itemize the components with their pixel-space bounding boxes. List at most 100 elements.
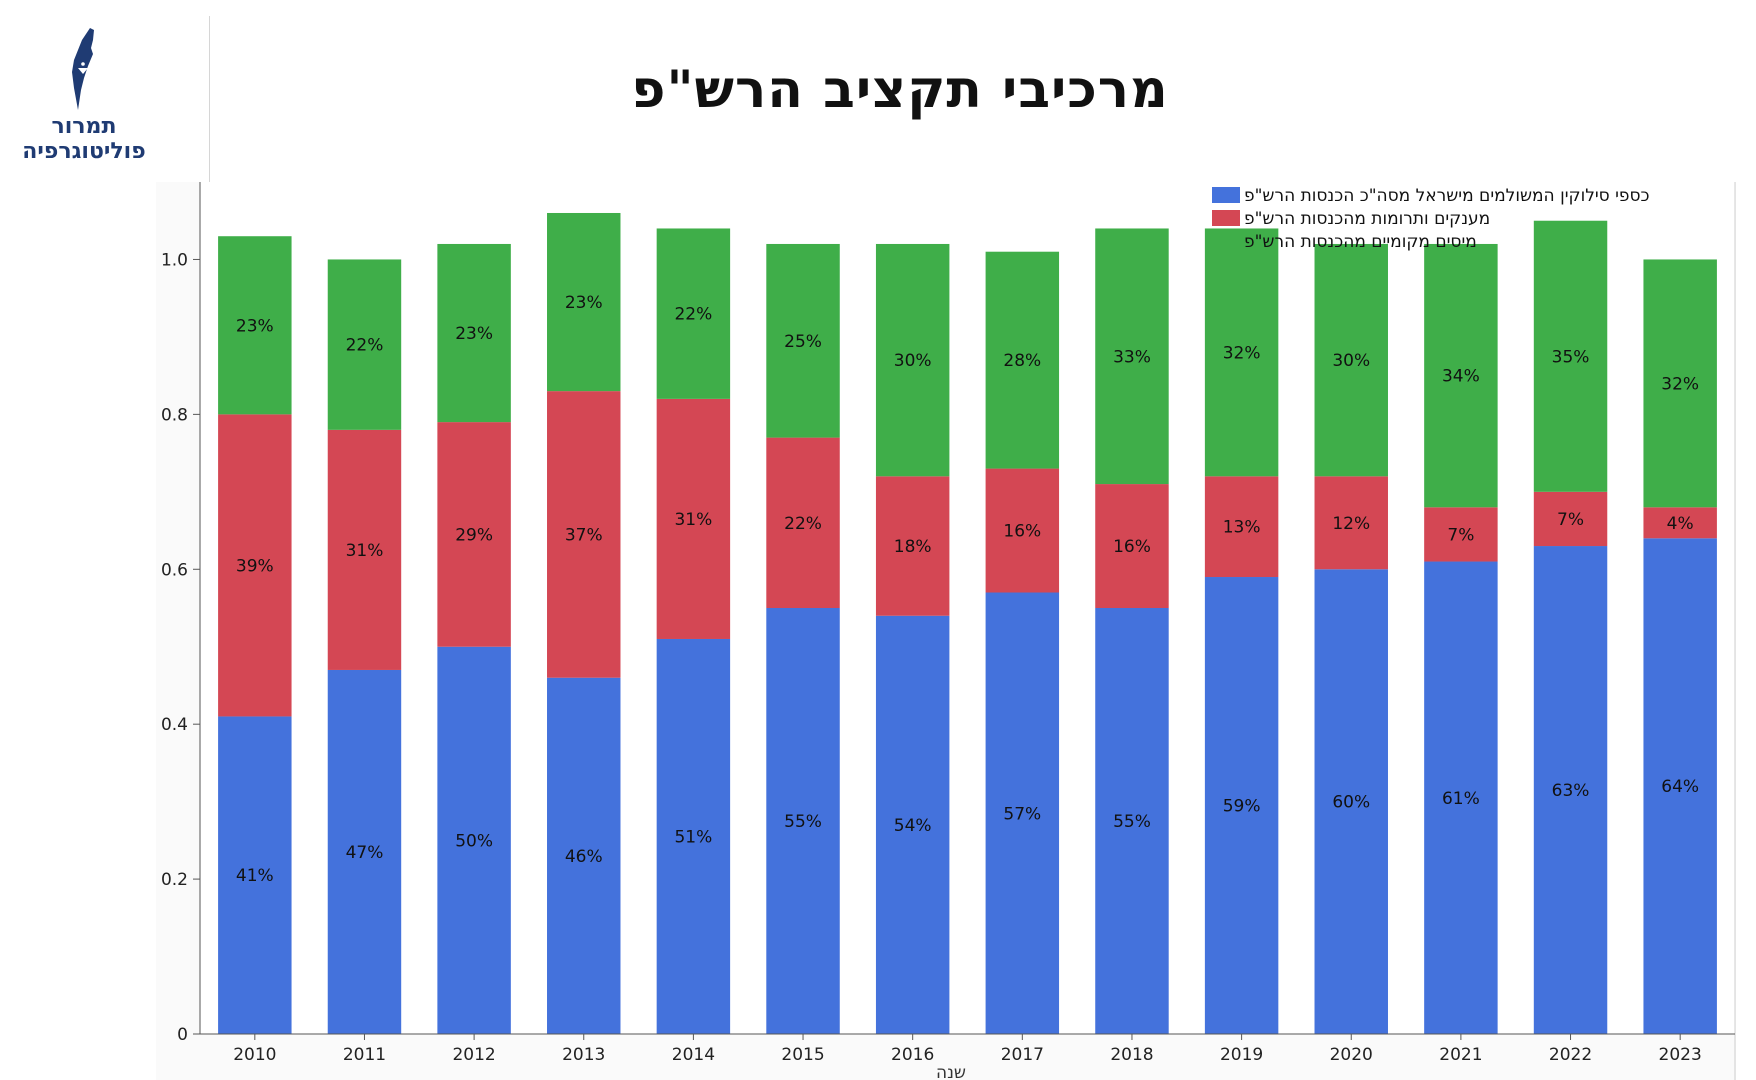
logo-line-2: פוליטוגרפיה	[22, 139, 146, 164]
y-tick-label: 0.8	[161, 405, 188, 425]
bar-segment	[1204, 476, 1279, 578]
data-label: 37%	[565, 525, 603, 545]
israel-map-icon	[72, 28, 94, 110]
data-label: 23%	[236, 316, 274, 336]
bar-segment	[985, 592, 1060, 1034]
bar-segment	[218, 414, 292, 717]
legend-swatch	[1212, 187, 1240, 203]
data-label: 63%	[1552, 781, 1590, 801]
data-label: 59%	[1223, 797, 1261, 817]
bar-segment	[1095, 484, 1169, 608]
data-label: 32%	[1223, 343, 1261, 363]
legend: כספי סילוקין המשולמים מישראל מסה"כ הכנסו…	[1212, 186, 1650, 252]
bar-segment	[1204, 228, 1279, 477]
data-label: 35%	[1552, 347, 1590, 367]
data-label: 22%	[346, 336, 384, 356]
bar-segment	[1314, 476, 1388, 570]
data-label: 50%	[455, 831, 493, 851]
data-label: 12%	[1332, 514, 1370, 534]
y-tick-label: 0	[177, 1025, 188, 1045]
y-tick-label: 0.2	[161, 870, 188, 890]
bar-segment	[218, 236, 292, 415]
legend-label: מענקים ותרומות מהכנסות הרש"פ	[1244, 209, 1490, 229]
y-tick-label: 1.0	[161, 250, 188, 270]
bar-segment	[1533, 546, 1608, 1034]
data-label: 60%	[1332, 793, 1370, 813]
x-tick-label: 2023	[1659, 1045, 1702, 1065]
chart-title: מרכיבי תקציב הרש"פ	[631, 60, 1169, 120]
x-tick-label: 2022	[1549, 1045, 1592, 1065]
plot-area	[200, 182, 1735, 1034]
header-divider	[209, 16, 210, 182]
x-tick-label: 2011	[343, 1045, 386, 1065]
data-label: 57%	[1003, 804, 1041, 824]
data-label: 64%	[1661, 777, 1699, 797]
bar-segment	[1533, 220, 1608, 492]
bar-segment	[766, 608, 840, 1034]
bar-segment	[656, 638, 731, 1034]
bar-segment	[1424, 507, 1498, 562]
data-label: 30%	[1332, 351, 1370, 371]
data-label: 46%	[565, 847, 603, 867]
data-label: 18%	[894, 537, 932, 557]
y-tick-label: 0.4	[161, 715, 188, 735]
bar-segment	[766, 437, 840, 608]
legend-label: מיסים מקומיים מהכנסות הרש"פ	[1244, 232, 1477, 252]
segment-labels-layer: 41% 39% 23% 47% 31% 22% 50% 29% 23% 46% 37% 23% 51% 3…	[236, 293, 1699, 886]
data-label: 23%	[565, 293, 603, 313]
x-tick-label: 2015	[781, 1045, 824, 1065]
bar-segment	[1424, 243, 1498, 508]
bar-segment	[1533, 491, 1608, 547]
bar-segment	[437, 422, 511, 647]
bar-segment	[985, 251, 1060, 469]
data-label: 16%	[1003, 522, 1041, 542]
x-tick-label: 2013	[562, 1045, 605, 1065]
bar-segment	[1424, 561, 1498, 1034]
data-label: 47%	[346, 843, 384, 863]
x-tick-label: 2017	[1001, 1045, 1044, 1065]
legend-swatch	[1212, 210, 1240, 226]
bar-segment	[875, 476, 950, 616]
data-label: 61%	[1442, 789, 1480, 809]
data-label: 55%	[1113, 812, 1151, 832]
bar-segment	[875, 615, 950, 1034]
data-label: 51%	[674, 827, 712, 847]
data-label: 23%	[455, 324, 493, 344]
data-label: 13%	[1223, 518, 1261, 538]
x-tick-label: 2012	[452, 1045, 495, 1065]
data-label: 54%	[894, 816, 932, 836]
bar-segment	[547, 212, 621, 392]
y-tick-label: 0.6	[161, 560, 188, 580]
bar-segment	[875, 243, 950, 477]
data-label: 31%	[674, 510, 712, 530]
data-label: 22%	[674, 305, 712, 325]
data-label: 31%	[346, 541, 384, 561]
bar-segment	[218, 716, 292, 1034]
bar-segment	[1643, 259, 1717, 508]
bar-segment	[547, 391, 621, 678]
data-label: 16%	[1113, 537, 1151, 557]
x-tick-label: 2021	[1439, 1045, 1482, 1065]
bar-segment	[1204, 577, 1279, 1034]
data-label: 28%	[1003, 351, 1041, 371]
bar-segment	[437, 646, 511, 1034]
bar-segment	[437, 243, 511, 423]
data-label: 7%	[1557, 510, 1584, 530]
logo-line-1: תמרור	[51, 114, 117, 139]
data-label: 7%	[1447, 525, 1474, 545]
bar-segment	[1095, 228, 1169, 485]
x-tick-label: 2014	[672, 1045, 715, 1065]
x-tick-label: 2019	[1220, 1045, 1263, 1065]
data-label: 22%	[784, 514, 822, 534]
legend-label: כספי סילוקין המשולמים מישראל מסה"כ הכנסו…	[1244, 186, 1650, 206]
data-label: 34%	[1442, 367, 1480, 387]
data-label: 33%	[1113, 347, 1151, 367]
bar-segment	[985, 468, 1060, 593]
bar-segment	[1095, 608, 1169, 1034]
data-label: 41%	[236, 866, 274, 886]
bar-segment	[656, 228, 731, 399]
bar-segment	[1314, 569, 1388, 1034]
bar-segment	[327, 259, 402, 430]
legend-swatch	[1212, 233, 1240, 249]
axes-layer: 2010 2011 2012 2013 2014 2015 2016 2017 2018 2019…	[161, 182, 1735, 1065]
